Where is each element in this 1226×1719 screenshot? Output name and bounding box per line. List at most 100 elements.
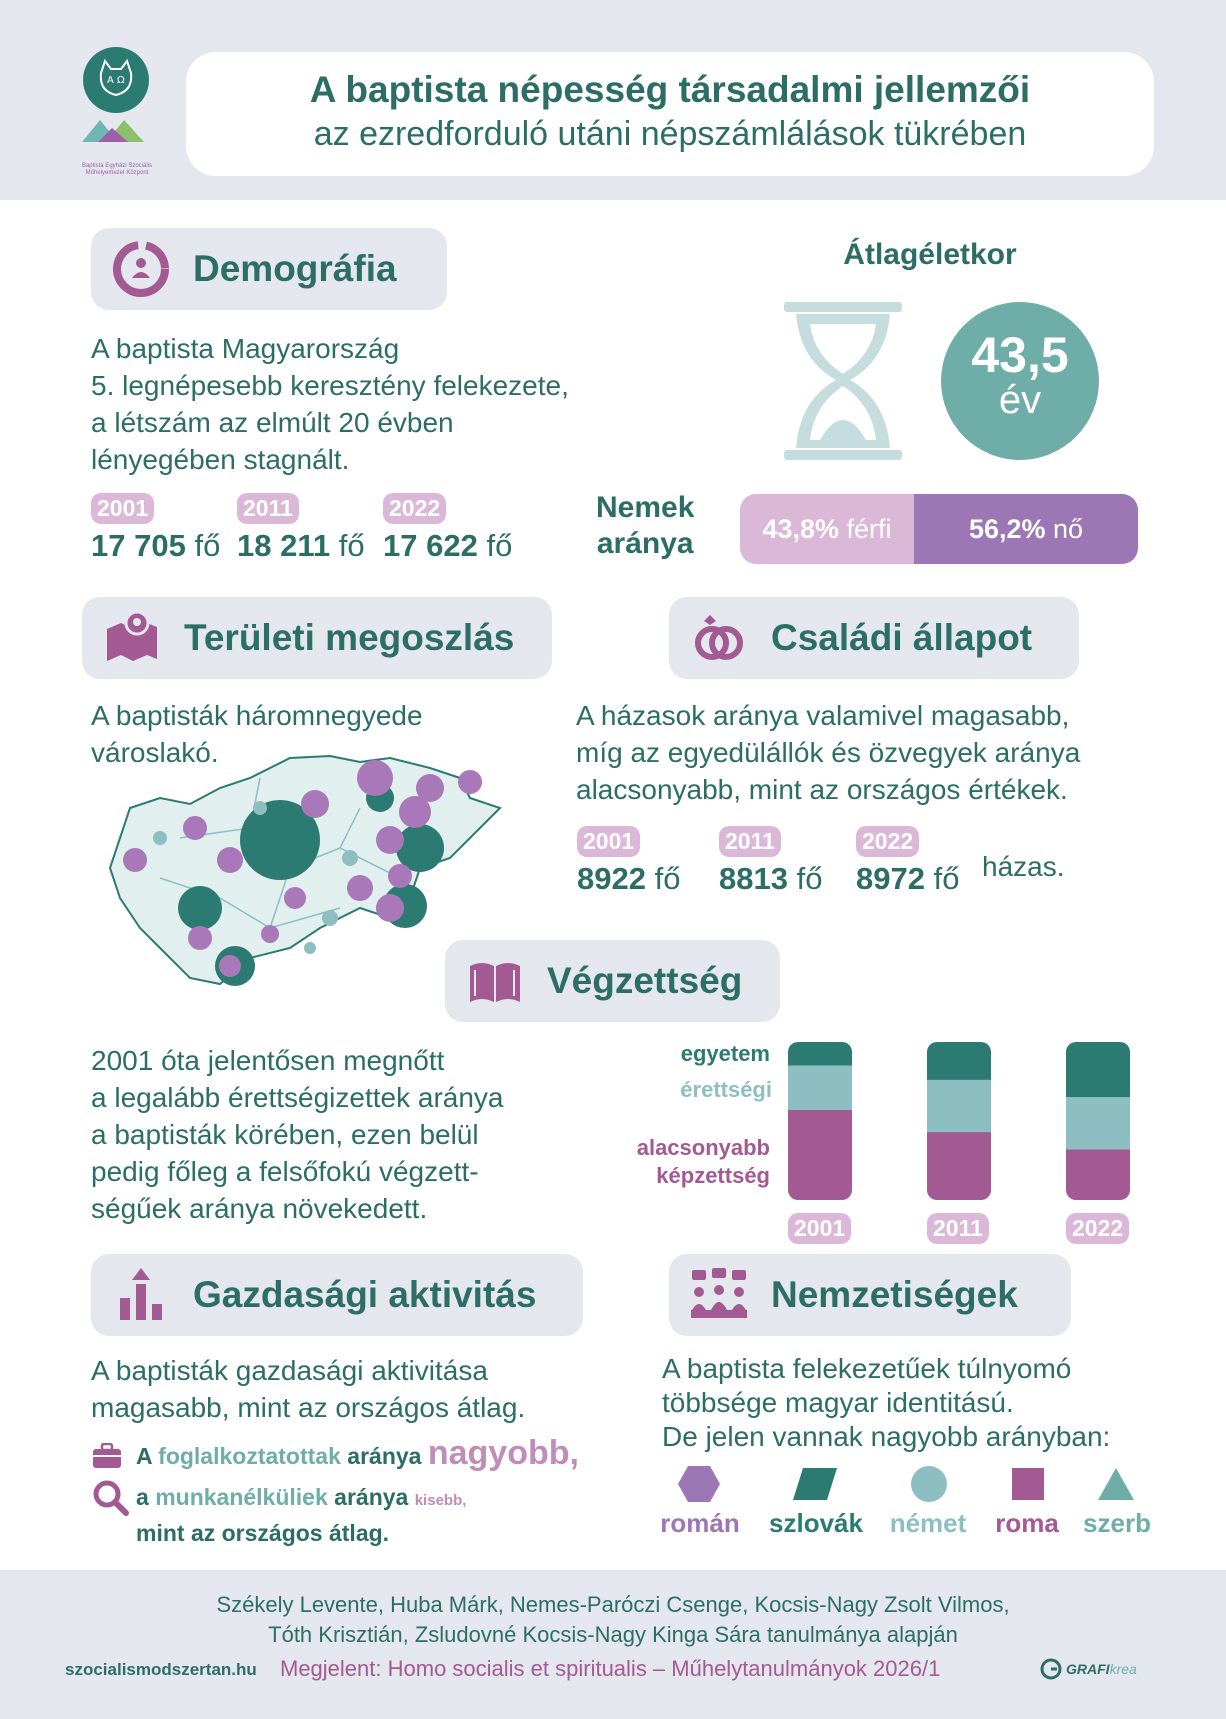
bar-segment-alacsony	[927, 1132, 991, 1200]
hexagon-icon	[678, 1466, 720, 1502]
married-value: 8813	[719, 861, 788, 896]
teruleti-heading: Területi megoszlás	[184, 617, 515, 658]
legend-alacsonyabb: alacsonyabb képzettség	[580, 1134, 770, 1190]
teruleti-text-2: városlakó.	[91, 737, 219, 768]
vegzettseg-text-3: a baptisták körében, ezen belül	[91, 1119, 479, 1150]
education-year-labels: 2001 2011 2022	[786, 1213, 1136, 1245]
education-bar-2022	[1066, 1042, 1130, 1200]
bar-segment-erettsegi	[1066, 1097, 1130, 1150]
logo-text-2: Műhelyemezet Központ	[85, 170, 149, 176]
bar-segment-alacsony	[788, 1109, 852, 1200]
education-bar-2001	[788, 1042, 852, 1200]
male-value: 43,8%	[762, 513, 840, 544]
bar-segment-egyetem	[1066, 1042, 1130, 1098]
demography-icon	[109, 237, 173, 301]
nationality-roman: román	[645, 1464, 755, 1552]
year-pill: 2022	[856, 826, 920, 857]
people-speech-icon	[687, 1263, 751, 1327]
magnifier-icon	[92, 1480, 132, 1516]
section-csaladi: Családi állapot	[669, 597, 1079, 679]
legend-alacsonyabb-2: képzettség	[656, 1163, 770, 1188]
section-nemzetisegek: Nemzetiségek	[669, 1254, 1071, 1336]
csaladi-heading: Családi állapot	[771, 617, 1033, 658]
nemzetisegek-heading: Nemzetiségek	[771, 1274, 1018, 1315]
triangle-icon	[1098, 1468, 1134, 1500]
unemployment-a: a	[136, 1484, 149, 1510]
unemployment-line: a munkanélküliek aránya kisebb,	[136, 1484, 466, 1511]
section-vegzettseg: Végzettség	[445, 940, 780, 1022]
year-pill: 2011	[927, 1213, 989, 1244]
grafikrea-logo: GRAFI krea	[1040, 1658, 1137, 1680]
bar-segment-egyetem	[788, 1042, 852, 1066]
employment-c: aránya	[347, 1443, 422, 1469]
nationality-label: román	[660, 1508, 740, 1538]
csaladi-year-1: 2001 8922 fő	[577, 826, 680, 897]
employment-a: A	[136, 1443, 152, 1469]
gazdasagi-text: A baptisták gazdasági aktivitása magasab…	[91, 1352, 651, 1426]
footer-band	[0, 1570, 1226, 1719]
brand-a: GRAFI	[1066, 1661, 1110, 1677]
section-demografia: Demográfia	[91, 228, 447, 310]
bar-chart-arrow-icon	[109, 1263, 173, 1327]
demografia-text-4: lényegében stagnált.	[91, 444, 350, 475]
parallelogram-icon	[793, 1468, 837, 1500]
circle-icon	[911, 1466, 947, 1502]
married-unit: fő	[933, 861, 960, 896]
population-value: 18 211	[237, 528, 331, 563]
demografia-year-1: 2001 17 705 fő	[91, 493, 220, 564]
bar-segment-alacsony	[1066, 1149, 1130, 1200]
vegzettseg-text-1: 2001 óta jelentősen megnőtt	[91, 1045, 445, 1076]
csaladi-text-1: A házasok aránya valamivel magasabb,	[576, 700, 1070, 731]
nemzetisegek-text: A baptista felekezetűek túlnyomó többség…	[662, 1352, 1202, 1454]
csaladi-year-3: 2022 8972 fő	[856, 826, 959, 897]
section-gazdasagi: Gazdasági aktivitás	[91, 1254, 583, 1336]
population-unit: fő	[486, 528, 513, 563]
footer-authors-2: Tóth Krisztián, Zsludovné Kocsis-Nagy Ki…	[268, 1622, 958, 1647]
csaladi-suffix: házas.	[982, 851, 1065, 882]
nationality-szlovak: szlovák	[761, 1464, 871, 1552]
vegzettseg-text: 2001 óta jelentősen megnőtt a legalább é…	[91, 1042, 611, 1227]
education-chart	[786, 1040, 1136, 1240]
population-value: 17 622	[383, 528, 478, 563]
unemployment-b: munkanélküliek	[155, 1484, 328, 1510]
sex-ratio-bar: 43,8% férfi 56,2% nő	[740, 494, 1138, 564]
population-unit: fő	[194, 528, 221, 563]
vegzettseg-text-2: a legalább érettségizettek aránya	[91, 1082, 504, 1113]
year-pill: 2011	[719, 826, 781, 857]
nationality-label: roma	[995, 1508, 1059, 1538]
female-segment: 56,2% nő	[914, 494, 1138, 564]
demografia-text-1: A baptista Magyarország	[91, 333, 400, 364]
hungary-map	[100, 748, 520, 998]
nationality-szerb: szerb	[1062, 1464, 1172, 1552]
nationality-roma: roma	[972, 1464, 1082, 1552]
teruleti-text: A baptisták háromnegyede városlakó.	[91, 697, 511, 771]
csaladi-year-2: 2011 8813 fő	[719, 826, 822, 897]
page-subtitle: az ezredforduló utáni népszámlálások tük…	[313, 115, 1027, 153]
male-label: férfi	[846, 513, 892, 544]
married-value: 8922	[577, 861, 646, 896]
vegzettseg-text-4: pedig főleg a felsőfokú végzett-	[91, 1156, 479, 1187]
nemzetisegek-text-3: De jelen vannak nagyobb arányban:	[662, 1421, 1111, 1452]
vegzettseg-text-5: ségűek aránya növekedett.	[91, 1193, 428, 1224]
book-icon	[463, 949, 527, 1013]
footer-site-link[interactable]: szocialismodszertan.hu	[65, 1660, 257, 1679]
average-age-circle: 43,5 év	[941, 302, 1099, 460]
female-value: 56,2%	[968, 513, 1046, 544]
csaladi-text-3: alacsonyabb, mint az országos értékek.	[576, 774, 1068, 805]
nemzetisegek-text-2: többsége magyar identitású.	[662, 1387, 1014, 1418]
bar-segment-erettsegi	[788, 1065, 852, 1110]
year-pill: 2011	[237, 493, 299, 524]
married-unit: fő	[796, 861, 823, 896]
unemployment-c: aránya	[334, 1484, 409, 1510]
year-pill: 2001	[577, 826, 641, 857]
teruleti-text-1: A baptisták háromnegyede	[91, 700, 423, 731]
hourglass-icon	[780, 300, 906, 462]
nationality-label: német	[889, 1508, 967, 1538]
gazdasagi-heading: Gazdasági aktivitás	[193, 1274, 537, 1315]
nemek-label-2: aránya	[596, 527, 694, 560]
bar-segment-erettsegi	[927, 1079, 991, 1133]
average-age-value: 43,5	[971, 327, 1069, 383]
demografia-year-3: 2022 17 622 fő	[383, 493, 512, 564]
population-value: 17 705	[91, 528, 186, 563]
employment-d: nagyobb,	[427, 1434, 579, 1472]
